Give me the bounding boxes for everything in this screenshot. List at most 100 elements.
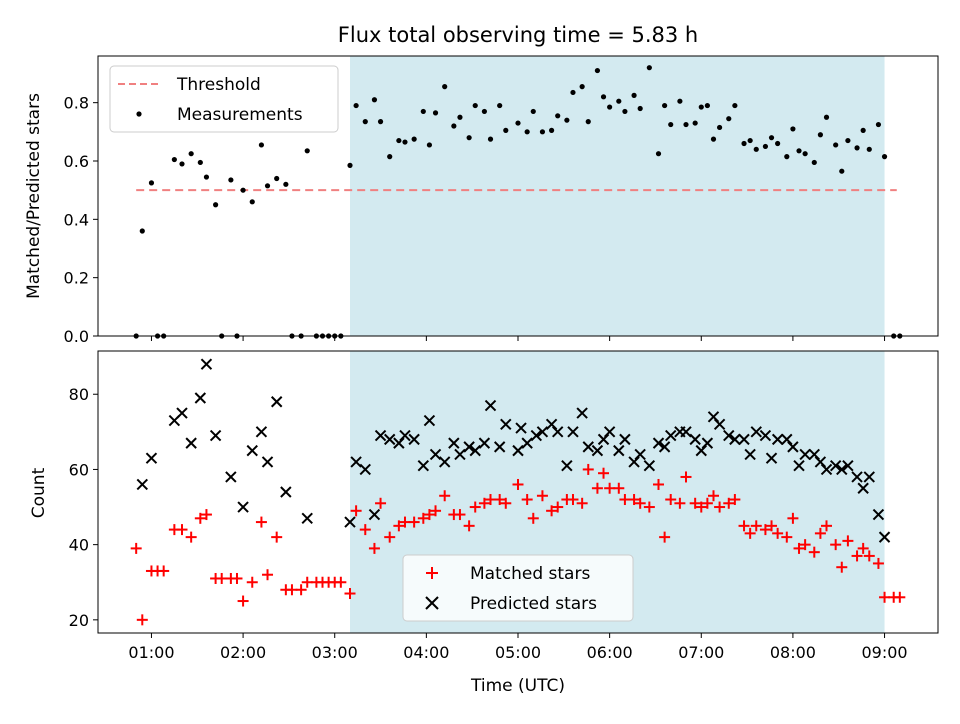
- matched-star-point: [872, 557, 884, 569]
- predicted-star-point: [368, 508, 381, 521]
- matched-star-point: [500, 497, 512, 509]
- measurement-point: [432, 110, 439, 116]
- measurement-point: [188, 151, 194, 157]
- matched-star-point: [237, 595, 249, 607]
- predicted-star-point: [469, 444, 481, 457]
- predicted-star-point: [280, 486, 292, 498]
- measurement-point: [530, 108, 536, 115]
- legend-measurements-label: Measurements: [177, 105, 303, 125]
- predicted-star-point: [359, 463, 371, 476]
- matched-star-point: [808, 546, 820, 558]
- matched-star-point: [512, 478, 524, 490]
- matched-star-point: [430, 505, 442, 517]
- predicted-star-point: [374, 429, 387, 442]
- predicted-star-point: [836, 463, 848, 476]
- matched-star-point: [255, 516, 267, 528]
- predicted-star-point: [484, 399, 497, 412]
- predicted-star-point: [521, 437, 533, 449]
- x-axis-label: Time (UTC): [470, 676, 565, 696]
- matched-star-point: [246, 576, 258, 588]
- matched-star-point: [417, 512, 429, 524]
- measurement-point: [274, 175, 280, 182]
- predicted-star-point: [515, 422, 527, 434]
- measurement-point: [555, 113, 561, 119]
- matched-star-point: [359, 524, 371, 536]
- predicted-star-point: [408, 433, 420, 446]
- predicted-star-point: [842, 459, 854, 472]
- matched-star-point: [552, 501, 564, 513]
- predicted-star-point: [863, 471, 875, 483]
- matched-star-point: [598, 467, 610, 479]
- measurement-point: [585, 119, 591, 125]
- matched-star-point: [766, 520, 778, 532]
- predicted-star-point: [878, 531, 891, 543]
- predicted-star-point: [237, 501, 249, 513]
- measurement-point: [457, 114, 463, 120]
- y-tick-label: 80: [69, 385, 89, 404]
- measurement-point: [387, 154, 393, 160]
- measurement-point: [524, 129, 530, 135]
- measurement-point: [515, 120, 521, 126]
- predicted-star-point: [561, 459, 573, 472]
- predicted-star-point: [344, 516, 356, 528]
- predicted-star-point: [738, 433, 750, 446]
- predicted-star-point: [209, 429, 222, 442]
- measurement-point: [579, 84, 585, 90]
- measurement-point: [362, 119, 368, 125]
- predicted-star-point: [658, 441, 671, 453]
- measurement-point: [426, 142, 433, 148]
- measurement-point: [353, 102, 359, 109]
- top-x-ticks: [150, 336, 886, 341]
- predicted-star-point: [145, 452, 158, 464]
- measurement-point: [732, 102, 738, 109]
- x-tick-label: 06:00: [587, 643, 633, 662]
- measurement-point: [402, 139, 408, 145]
- predicted-star-point: [634, 448, 646, 461]
- measurement-point: [796, 148, 802, 154]
- measurement-point: [817, 132, 824, 138]
- y-tick-label: 60: [69, 460, 89, 479]
- measurement-point: [466, 135, 472, 141]
- predicted-star-point: [851, 471, 863, 483]
- matched-star-point: [408, 516, 420, 528]
- matched-star-point: [787, 512, 799, 524]
- measurement-point: [631, 92, 637, 98]
- x-tick-label: 08:00: [770, 643, 816, 662]
- predicted-star-point: [582, 441, 594, 453]
- predicted-star-point: [723, 429, 735, 442]
- measurement-point: [240, 187, 246, 193]
- predicted-star-point: [603, 426, 616, 438]
- measurement-point: [148, 180, 155, 186]
- predicted-star-point: [536, 426, 549, 438]
- predicted-star-point: [530, 429, 543, 442]
- matched-star-point: [814, 527, 826, 539]
- matched-star-point: [158, 565, 170, 577]
- matched-star-point: [591, 482, 603, 494]
- measurement-point: [637, 105, 643, 112]
- measurement-point: [775, 140, 781, 147]
- measurement-point: [747, 137, 753, 144]
- matched-star-point: [469, 501, 481, 513]
- matched-star-point: [582, 463, 594, 475]
- measurement-point: [377, 119, 384, 125]
- measurement-point: [662, 102, 668, 109]
- chart-title: Flux total observing time = 5.83 h: [338, 23, 698, 47]
- measurement-point: [881, 154, 888, 160]
- predicted-star-point: [759, 429, 772, 442]
- matched-star-point: [729, 494, 741, 506]
- matched-star-point: [478, 497, 490, 509]
- measurement-point: [768, 135, 775, 141]
- matched-star-point: [695, 501, 707, 513]
- predicted-star-point: [423, 414, 436, 427]
- matched-star-point: [750, 520, 762, 532]
- measurement-point: [283, 181, 289, 187]
- predicted-star-point: [194, 392, 207, 404]
- matched-star-point: [707, 490, 719, 502]
- predicted-star-point: [652, 437, 665, 449]
- measurement-point: [539, 129, 546, 135]
- measurement-point: [213, 202, 219, 208]
- predicted-star-point: [567, 426, 579, 438]
- predicted-star-point: [680, 426, 692, 438]
- matched-star-point: [628, 494, 640, 506]
- measurement-point: [549, 127, 555, 133]
